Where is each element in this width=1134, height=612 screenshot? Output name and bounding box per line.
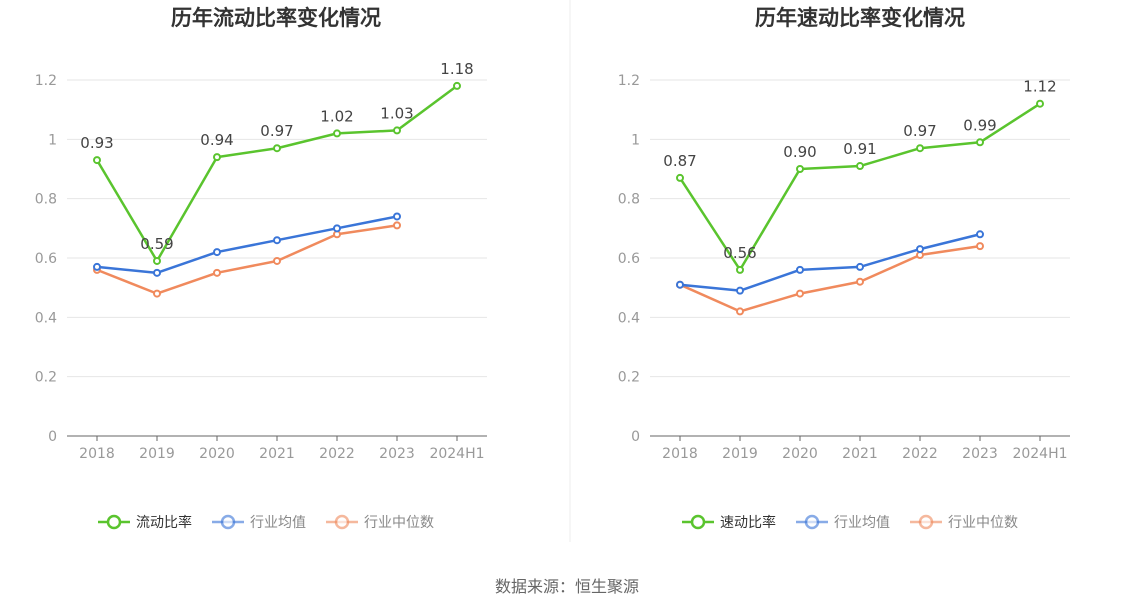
data-point (153, 256, 161, 265)
data-point (393, 126, 401, 135)
data-label: 0.94 (200, 131, 233, 149)
quick-ratio-chart: 历年速动比率变化情况 0 0.2 0.4 0.6 0.8 1 1.2 2018 2019 2020 2… (618, 6, 1070, 531)
y-tick-label: 1 (48, 132, 57, 148)
data-label: 0.59 (140, 235, 173, 253)
data-label: 0.91 (843, 140, 876, 158)
x-tick-label: 2018 (662, 446, 698, 462)
data-point (736, 265, 744, 274)
x-tick-label: 2018 (79, 446, 115, 462)
data-point (676, 173, 684, 182)
data-label: 0.93 (80, 134, 113, 152)
data-point (153, 289, 161, 298)
x-tick-label: 2024H1 (429, 446, 484, 462)
data-point (273, 236, 281, 245)
legend-marker (918, 514, 934, 530)
legend-marker (690, 514, 706, 530)
data-label: 1.18 (440, 60, 473, 78)
x-tick-label: 2023 (379, 446, 415, 462)
legend-label: 行业均值 (834, 515, 890, 531)
current-ratio-chart: 历年流动比率变化情况 0 0.2 0.4 0.6 0.8 1 1.2 2018 2019 2020 2… (35, 6, 487, 531)
x-tick-label: 2021 (842, 446, 878, 462)
data-label: 1.12 (1023, 78, 1056, 96)
data-point (796, 165, 804, 173)
legend-label: 速动比率 (720, 514, 776, 531)
y-tick-label: 0.6 (35, 251, 57, 267)
x-tick-label: 2020 (782, 446, 818, 462)
legend-marker (220, 514, 236, 530)
data-point (273, 256, 281, 265)
legend-label: 行业中位数 (364, 515, 434, 531)
x-tick-label: 2023 (962, 446, 998, 462)
chart-title: 历年流动比率变化情况 (171, 6, 381, 30)
legend-marker (334, 514, 350, 530)
y-tick-label: 0.8 (618, 192, 640, 208)
legend-marker (804, 514, 820, 530)
series-line-2 (96, 224, 398, 295)
data-point (796, 289, 804, 298)
data-point (856, 262, 864, 271)
data-point (1036, 99, 1044, 108)
data-point (213, 248, 221, 257)
data-point (736, 307, 744, 316)
data-point (856, 162, 864, 171)
chart-title: 历年速动比率变化情况 (755, 6, 965, 30)
y-tick-label: 0.4 (618, 310, 640, 326)
legend-label: 行业中位数 (948, 515, 1018, 531)
data-point (393, 221, 401, 230)
data-point (976, 230, 984, 239)
data-label: 0.56 (723, 244, 756, 262)
y-tick-label: 0.2 (35, 370, 57, 386)
legend-label: 流动比率 (136, 514, 192, 531)
data-point (856, 277, 864, 286)
x-tick-label: 2022 (902, 446, 938, 462)
data-point (393, 212, 401, 221)
data-label: 0.90 (783, 143, 816, 161)
data-label: 1.03 (380, 104, 413, 122)
data-point (333, 224, 341, 233)
data-point (676, 280, 684, 289)
legend-label: 行业均值 (250, 515, 306, 531)
y-tick-label: 0.6 (618, 251, 640, 267)
data-point (93, 262, 101, 271)
data-label: 0.97 (260, 122, 293, 140)
x-tick-label: 2021 (259, 446, 295, 462)
x-tick-label: 2019 (722, 446, 758, 462)
x-tick-label: 2019 (139, 446, 175, 462)
data-label: 0.99 (963, 116, 996, 134)
x-tick-label: 2024H1 (1012, 446, 1067, 462)
y-tick-label: 0.2 (618, 370, 640, 386)
series-line-2 (679, 244, 981, 313)
y-tick-label: 0 (631, 429, 640, 445)
data-source-note: 数据来源：恒生聚源 (494, 577, 639, 596)
data-point (736, 286, 744, 295)
x-tick-label: 2020 (199, 446, 235, 462)
y-tick-label: 0 (48, 429, 57, 445)
series-line-1 (96, 215, 398, 275)
y-tick-label: 1 (631, 132, 640, 148)
data-point (93, 156, 101, 165)
data-point (916, 245, 924, 254)
data-point (213, 153, 221, 162)
legend-marker (106, 514, 122, 530)
data-label: 1.02 (320, 107, 353, 125)
data-point (976, 138, 984, 147)
data-point (796, 265, 804, 274)
y-tick-label: 1.2 (618, 73, 640, 89)
series-line-1 (679, 233, 981, 292)
data-point (273, 144, 281, 153)
data-label: 0.97 (903, 122, 936, 140)
data-point (916, 144, 924, 153)
y-tick-label: 0.4 (35, 310, 57, 326)
data-point (213, 268, 221, 277)
x-tick-label: 2022 (319, 446, 355, 462)
data-point (453, 81, 461, 90)
data-label: 0.87 (663, 152, 696, 170)
y-tick-label: 0.8 (35, 192, 57, 208)
y-tick-label: 1.2 (35, 73, 57, 89)
data-point (153, 268, 161, 277)
data-point (333, 129, 341, 138)
data-point (976, 242, 984, 251)
